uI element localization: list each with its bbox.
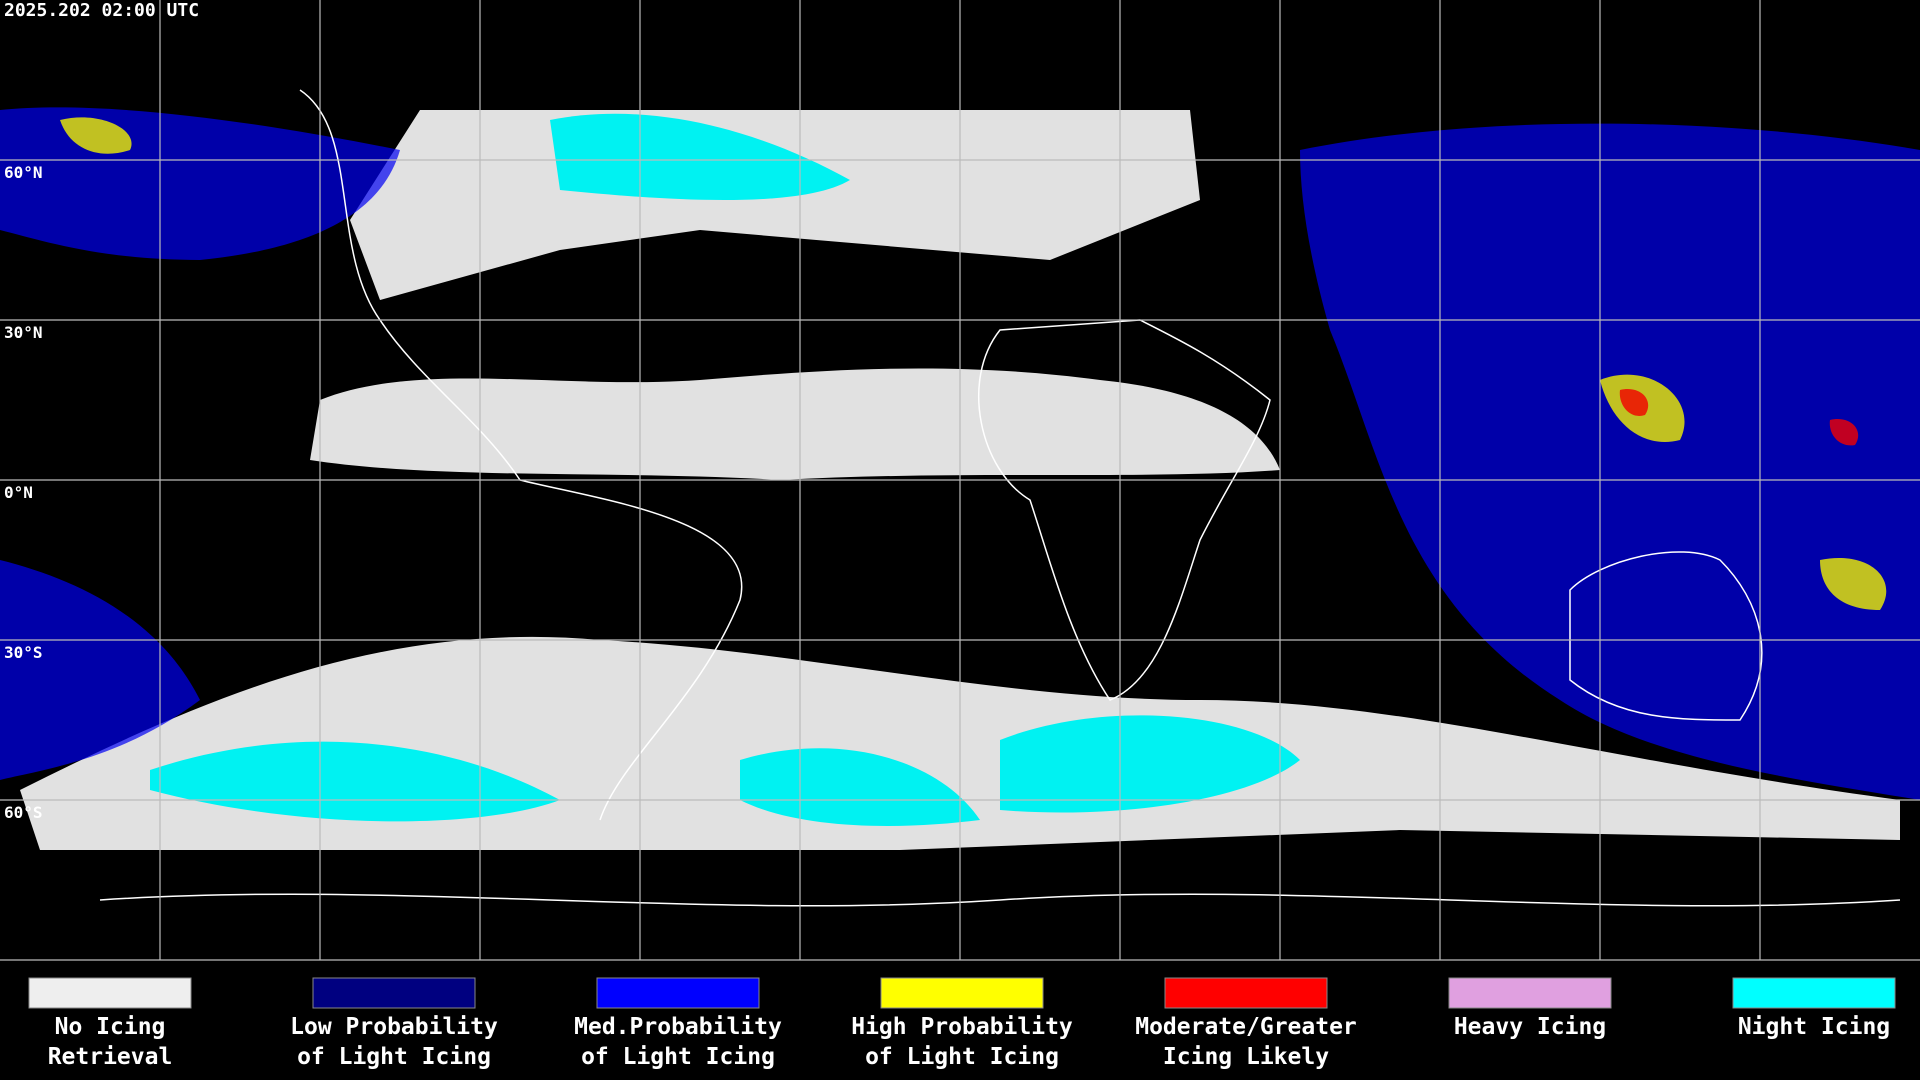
legend-label: of Light Icing [581,1044,775,1070]
night-south [150,715,1300,826]
legend-swatch [1164,977,1328,1009]
legend: No Icing Retrieval Low Probability of Light… [28,977,1896,1070]
legend-label: Heavy Icing [1454,1014,1606,1040]
legend-swatch [596,977,760,1009]
legend-label: Icing Likely [1163,1044,1329,1070]
legend-label: of Light Icing [297,1044,491,1070]
latitude-labels: 60°N 30°N 0°N 30°S 60°S [4,163,43,822]
legend-label: High Probability [851,1014,1073,1040]
timestamp: 2025.202 02:00 UTC [4,0,199,21]
coastlines [99,89,1901,907]
med-prob-west [0,107,400,781]
coast-antarctica [99,893,1901,907]
graticule [0,0,1920,961]
coast-americas [299,89,743,821]
legend-swatch [312,977,476,1009]
cloud-field [0,107,1920,850]
legend-label: of Light Icing [865,1044,1059,1070]
coast-australia [1569,551,1763,721]
latitude-label: 0°N [4,483,33,502]
cloud-tropics [310,368,1280,480]
legend-swatch [1732,977,1896,1009]
legend-label: Low Probability [290,1014,498,1040]
legend-swatch [28,977,192,1009]
latitude-label: 30°S [4,643,43,662]
latitude-label: 30°N [4,323,43,342]
legend-swatch [880,977,1044,1009]
latitude-label: 60°N [4,163,43,182]
night-north [550,113,850,200]
legend-swatch [1448,977,1612,1009]
coast-africa [978,319,1271,701]
latitude-label: 60°S [4,803,43,822]
legend-label: Moderate/Greater [1135,1014,1357,1040]
legend-label: Retrieval [48,1044,173,1070]
legend-label: No Icing [55,1014,166,1040]
legend-label: Med.Probability [574,1014,782,1040]
legend-label: Night Icing [1738,1014,1890,1040]
med-prob-east [1300,123,1920,800]
